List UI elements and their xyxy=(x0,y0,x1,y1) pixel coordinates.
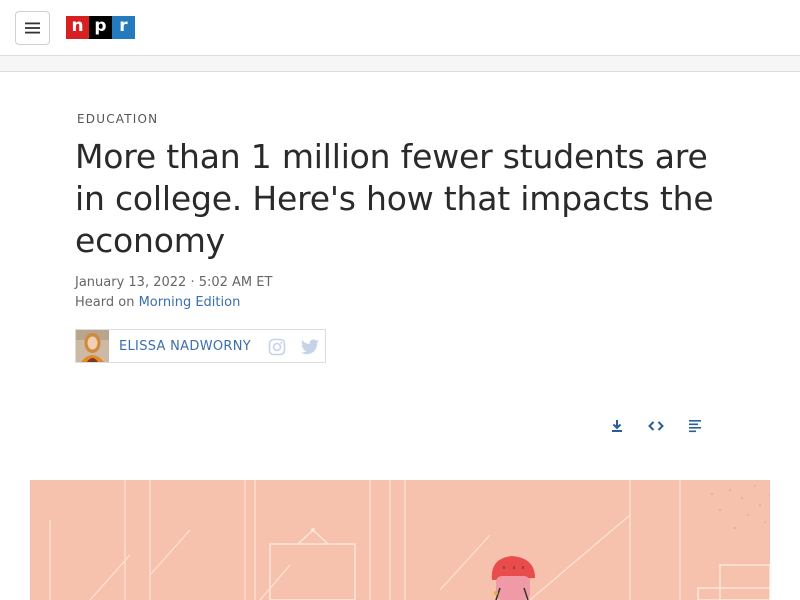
download-icon xyxy=(612,420,622,432)
hero-illustration xyxy=(30,480,770,600)
download-button[interactable] xyxy=(607,416,627,436)
article-dateline: January 13, 2022 · 5:02 AM ET xyxy=(75,275,273,290)
hamburger-menu-icon xyxy=(25,22,40,34)
logo-letter-r: r xyxy=(112,16,135,39)
transcript-button[interactable] xyxy=(685,416,705,436)
embed-icon xyxy=(648,421,664,431)
logo-letter-n: n xyxy=(66,16,89,39)
instagram-icon[interactable] xyxy=(268,338,286,356)
article-title: More than 1 million fewer students are i… xyxy=(75,137,714,260)
heard-on-prefix: Heard on xyxy=(75,295,135,310)
byline-card: ELISSA NADWORNY xyxy=(75,329,326,363)
menu-button[interactable] xyxy=(15,11,50,45)
author-avatar[interactable] xyxy=(76,330,109,362)
author-name-link[interactable]: ELISSA NADWORNY xyxy=(119,338,251,354)
program-link[interactable]: Morning Edition xyxy=(138,295,241,310)
heard-on: Heard on Morning Edition xyxy=(75,295,240,310)
transcript-icon xyxy=(689,420,701,433)
embed-button[interactable] xyxy=(646,416,666,436)
section-slug[interactable]: EDUCATION xyxy=(77,112,159,126)
twitter-icon[interactable] xyxy=(300,338,319,356)
site-header: n p r xyxy=(0,0,800,56)
logo-letter-p: p xyxy=(89,16,112,39)
sub-navigation-bar xyxy=(0,56,800,72)
npr-logo[interactable]: n p r xyxy=(66,16,135,39)
